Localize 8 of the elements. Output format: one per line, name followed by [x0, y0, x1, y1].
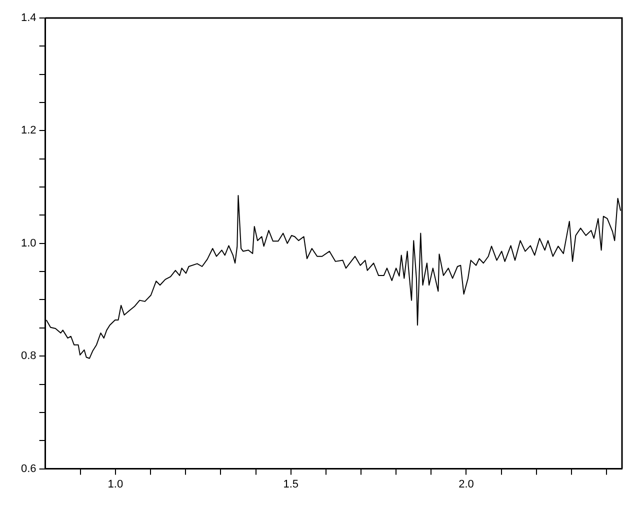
x-tick-label: 1.5 [283, 478, 298, 490]
y-tick-label: 0.6 [20, 462, 36, 475]
x-tick-label: 2.0 [458, 478, 474, 490]
x-tick-label: 1.0 [108, 478, 124, 490]
y-tick-label: 1.0 [20, 237, 36, 250]
y-tick-label: 0.8 [20, 350, 36, 362]
y-tick-label: 1.4 [20, 12, 36, 24]
y-tick-label: 1.2 [20, 124, 36, 137]
